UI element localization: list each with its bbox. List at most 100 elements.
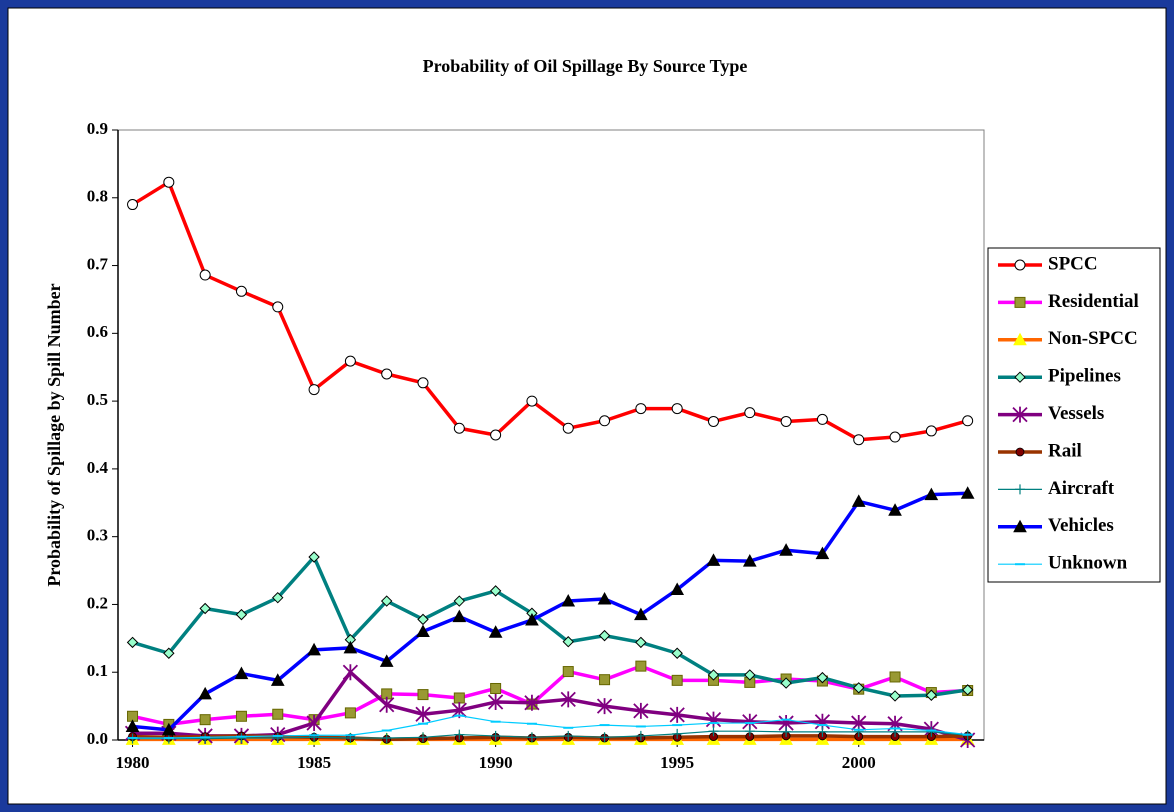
marker [526, 395, 538, 407]
marker [599, 415, 611, 427]
marker [270, 673, 285, 686]
marker [417, 377, 429, 389]
marker [1014, 371, 1026, 383]
legend-label: Non-SPCC [1048, 328, 1138, 349]
marker [962, 415, 974, 427]
legend-label: Pipelines [1048, 366, 1121, 387]
marker [817, 726, 828, 737]
marker [454, 729, 465, 740]
marker [669, 706, 685, 723]
marker [272, 708, 284, 720]
marker [1013, 332, 1027, 346]
marker [308, 551, 320, 563]
legend-label: Vessels [1048, 403, 1104, 424]
marker [780, 677, 792, 689]
marker [381, 368, 393, 380]
chart-panel [7, 7, 1167, 805]
marker [490, 429, 502, 441]
marker [742, 554, 757, 567]
marker [598, 629, 611, 642]
marker [235, 608, 248, 621]
marker [816, 671, 829, 684]
x-tick-label: 1995 [660, 753, 694, 772]
marker [308, 384, 320, 396]
marker [960, 486, 975, 499]
marker [633, 702, 649, 719]
marker [200, 733, 211, 744]
x-tick-label: 1980 [116, 753, 150, 772]
y-tick-label: 0.5 [87, 390, 108, 409]
marker [1012, 406, 1028, 423]
marker [525, 612, 539, 626]
legend-label: Rail [1048, 440, 1082, 461]
marker [272, 732, 283, 743]
marker [163, 176, 175, 188]
marker [126, 636, 139, 649]
marker [235, 285, 247, 297]
marker [888, 503, 902, 516]
marker [417, 689, 429, 701]
marker [379, 654, 394, 667]
marker [925, 425, 937, 437]
marker [925, 689, 938, 701]
series-line [132, 730, 968, 740]
marker [635, 660, 647, 672]
marker [235, 710, 247, 722]
series-line [132, 555, 968, 698]
marker [490, 682, 502, 694]
marker [853, 726, 864, 737]
marker [380, 595, 393, 607]
marker [234, 666, 249, 680]
marker [671, 674, 683, 686]
marker [1015, 447, 1025, 457]
marker [961, 684, 974, 696]
y-tick-label: 0.4 [87, 458, 109, 477]
marker [415, 706, 431, 723]
marker [781, 726, 792, 737]
marker [272, 301, 284, 313]
marker [851, 494, 866, 507]
marker [671, 403, 683, 415]
marker [779, 543, 793, 556]
marker [744, 669, 756, 681]
chart-title: Probability of Oil Spillage By Source Ty… [423, 56, 748, 76]
marker [672, 728, 683, 739]
marker [127, 199, 139, 211]
marker [926, 726, 937, 737]
marker [161, 722, 176, 736]
series-line [131, 180, 969, 442]
legend-label: Unknown [1048, 553, 1128, 574]
marker [853, 434, 865, 446]
marker [379, 696, 395, 713]
marker [1014, 296, 1026, 308]
marker [453, 422, 465, 434]
marker [526, 732, 537, 743]
series [127, 714, 973, 739]
marker [563, 730, 574, 741]
marker [599, 674, 611, 686]
marker [489, 585, 502, 597]
marker [418, 732, 429, 743]
x-tick-label: 1985 [297, 753, 331, 772]
marker [707, 415, 719, 427]
marker [381, 732, 392, 743]
series [126, 551, 974, 702]
marker [199, 602, 211, 615]
marker [417, 613, 429, 626]
marker [416, 624, 430, 638]
marker [561, 594, 576, 607]
y-tick-label: 0.2 [87, 593, 108, 612]
series-line [132, 664, 968, 727]
marker [344, 707, 356, 719]
marker [236, 732, 247, 743]
series-line [132, 491, 968, 732]
marker [744, 726, 755, 737]
marker [815, 546, 830, 560]
marker [344, 355, 356, 367]
marker [889, 690, 901, 702]
y-tick-label: 0.9 [87, 119, 108, 138]
marker [199, 714, 211, 726]
marker [706, 553, 721, 566]
